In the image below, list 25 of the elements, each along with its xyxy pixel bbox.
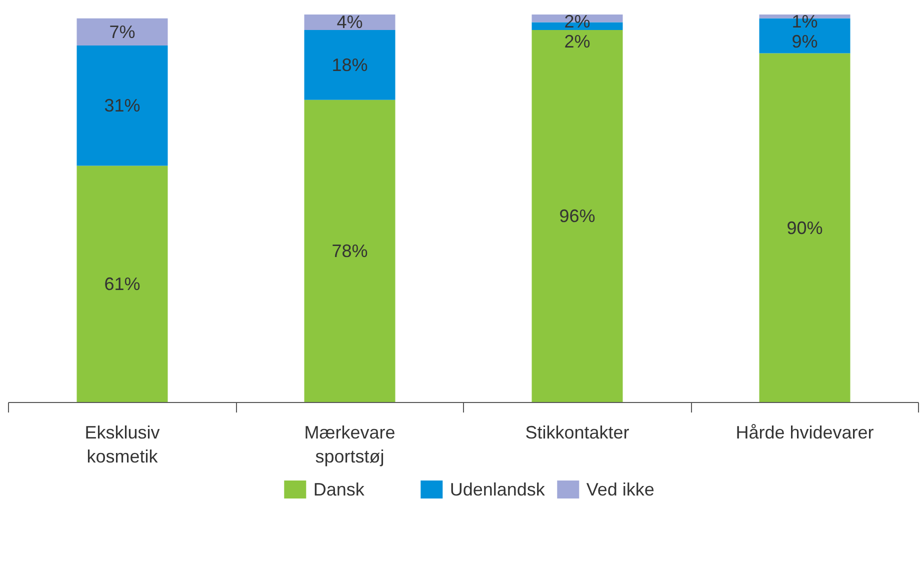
data-label: 31% — [104, 96, 140, 116]
data-label: 18% — [332, 54, 368, 75]
data-label: 4% — [336, 12, 363, 32]
x-tick-label: Hårde hvidevarer — [736, 422, 874, 442]
data-label: 90% — [786, 218, 823, 238]
data-label: 9% — [792, 32, 818, 52]
bar — [304, 30, 396, 100]
x-tick-label: Eksklusiv kosmetik — [84, 422, 160, 466]
bar — [76, 45, 168, 166]
legend-label: Ved ikke — [586, 480, 654, 500]
data-label: 96% — [559, 206, 596, 226]
x-tick-label: Stikkontakter — [525, 422, 630, 442]
bar — [759, 53, 850, 402]
data-label: 2% — [564, 32, 590, 52]
legend-label: Udenlandsk — [450, 480, 546, 500]
bar — [76, 166, 168, 402]
bar — [532, 30, 623, 402]
x-tick-label: Mærkevare sportstøj — [304, 422, 396, 466]
data-label: 7% — [109, 22, 136, 42]
data-label: 78% — [332, 241, 368, 262]
bar — [304, 14, 396, 30]
bar — [304, 100, 396, 402]
legend-label: Dansk — [313, 480, 366, 500]
data-label: 61% — [104, 274, 140, 294]
bar — [76, 18, 168, 46]
